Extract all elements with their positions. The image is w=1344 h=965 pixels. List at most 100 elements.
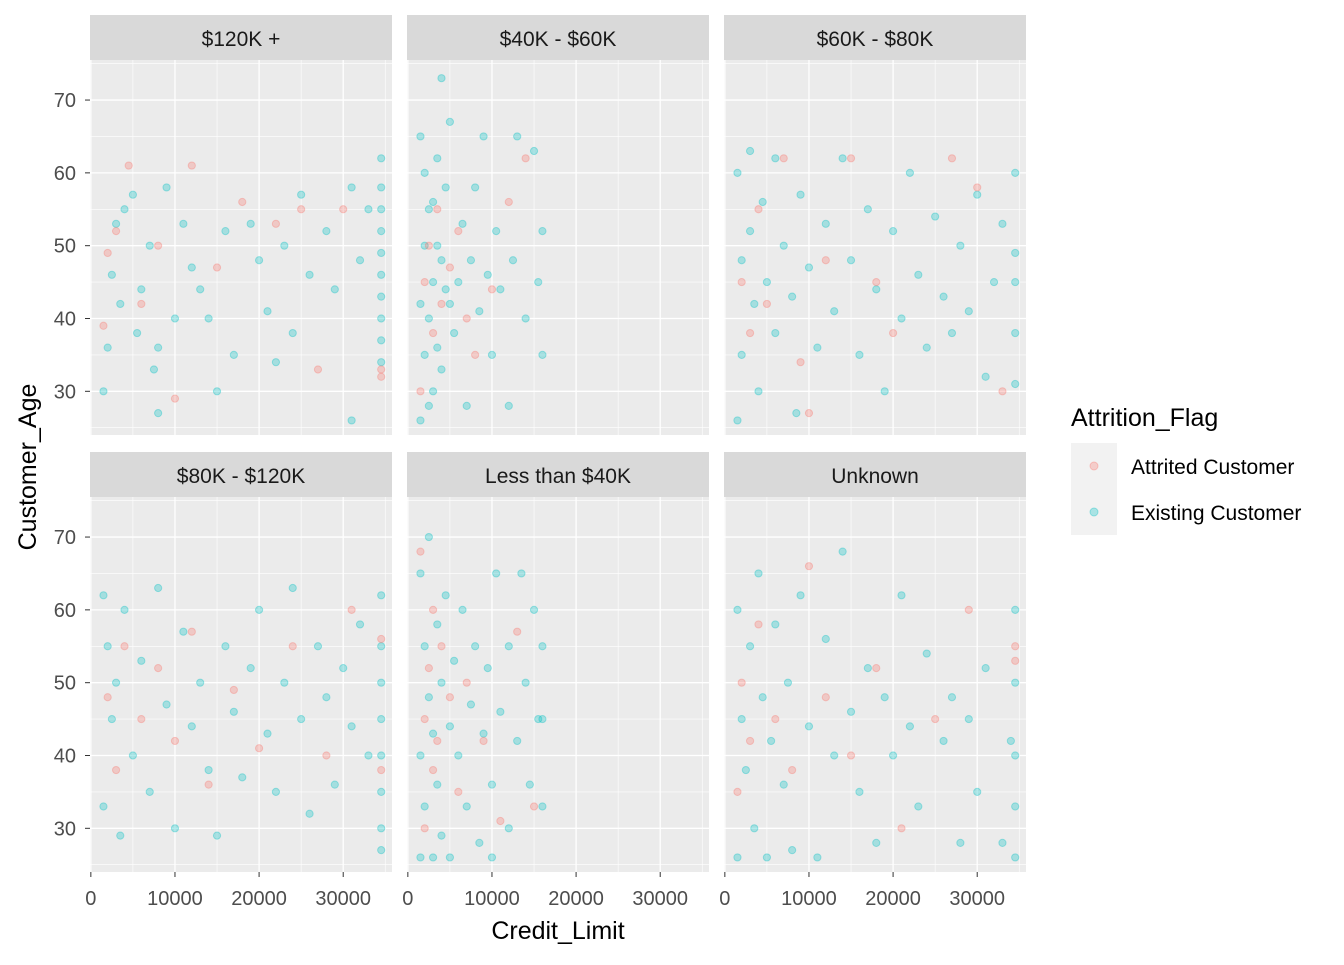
point-existing bbox=[466, 700, 476, 709]
point-existing bbox=[504, 642, 513, 651]
point-attrited bbox=[170, 394, 180, 403]
point-existing bbox=[246, 664, 255, 673]
point-existing bbox=[437, 831, 446, 840]
y-axis-label: Customer_Age bbox=[14, 384, 42, 551]
point-existing bbox=[998, 838, 1007, 847]
point-existing bbox=[855, 350, 864, 360]
point-attrited bbox=[428, 328, 438, 338]
point-existing bbox=[897, 314, 906, 323]
point-existing bbox=[364, 751, 373, 760]
point-existing bbox=[416, 132, 425, 141]
point-existing bbox=[888, 227, 898, 236]
point-existing bbox=[529, 146, 539, 156]
point-existing bbox=[471, 642, 480, 651]
point-existing bbox=[471, 183, 480, 192]
point-existing bbox=[145, 787, 154, 797]
point-existing bbox=[821, 219, 830, 228]
point-existing bbox=[377, 205, 386, 214]
point-existing bbox=[475, 307, 484, 316]
point-existing bbox=[170, 824, 180, 833]
point-attrited bbox=[433, 205, 442, 214]
point-existing bbox=[154, 409, 163, 418]
point-existing bbox=[855, 787, 864, 797]
point-attrited bbox=[462, 314, 471, 323]
point-existing bbox=[737, 256, 746, 265]
point-existing bbox=[99, 591, 108, 600]
point-existing bbox=[1011, 802, 1020, 811]
point-existing bbox=[212, 387, 222, 396]
point-attrited bbox=[288, 642, 297, 651]
point-existing bbox=[454, 751, 463, 760]
legend-label-attrited: Attrited Customer bbox=[1131, 456, 1294, 479]
facet-panel: $80K - $120K 30 40 50 60 70 0 10000 20000 30000 bbox=[54, 452, 392, 910]
point-existing bbox=[821, 634, 830, 644]
x-tick-label: 10000 bbox=[781, 888, 837, 910]
point-existing bbox=[758, 693, 767, 702]
point-attrited bbox=[420, 824, 429, 833]
point-existing bbox=[880, 693, 889, 702]
point-existing bbox=[788, 292, 797, 301]
point-existing bbox=[437, 365, 446, 374]
point-attrited bbox=[297, 205, 306, 214]
point-existing bbox=[280, 241, 289, 250]
point-existing bbox=[796, 591, 805, 600]
point-attrited bbox=[416, 547, 425, 556]
facet-strip-label: $40K - $60K bbox=[500, 28, 617, 51]
point-existing bbox=[347, 183, 356, 192]
point-existing bbox=[433, 241, 442, 250]
point-existing bbox=[525, 780, 534, 789]
point-attrited bbox=[428, 605, 438, 614]
point-existing bbox=[445, 722, 455, 731]
point-existing bbox=[424, 314, 433, 323]
point-existing bbox=[377, 358, 386, 367]
point-existing bbox=[377, 678, 386, 687]
y-tick-label: 40 bbox=[54, 308, 76, 330]
point-attrited bbox=[998, 387, 1007, 396]
point-existing bbox=[466, 256, 476, 265]
x-tick-label: 30000 bbox=[632, 888, 688, 910]
point-attrited bbox=[931, 714, 940, 724]
point-existing bbox=[288, 583, 297, 593]
point-attrited bbox=[187, 627, 196, 636]
legend-label-existing: Existing Customer bbox=[1131, 502, 1301, 525]
point-existing bbox=[271, 358, 281, 367]
point-attrited bbox=[888, 328, 898, 338]
point-existing bbox=[538, 642, 547, 651]
point-existing bbox=[441, 183, 450, 192]
point-existing bbox=[377, 751, 386, 760]
point-existing bbox=[521, 314, 530, 323]
point-existing bbox=[804, 722, 814, 731]
point-existing bbox=[428, 853, 438, 862]
point-existing bbox=[504, 401, 513, 410]
point-existing bbox=[377, 824, 386, 833]
facet-strip bbox=[724, 15, 1026, 60]
panel-background bbox=[90, 497, 392, 872]
point-existing bbox=[377, 292, 386, 301]
point-existing bbox=[377, 714, 386, 724]
point-existing bbox=[880, 387, 889, 396]
point-existing bbox=[145, 241, 154, 250]
point-attrited bbox=[424, 241, 433, 250]
point-attrited bbox=[737, 678, 746, 687]
point-existing bbox=[487, 853, 497, 862]
point-attrited bbox=[124, 161, 133, 170]
point-existing bbox=[462, 802, 471, 811]
point-existing bbox=[137, 656, 146, 665]
point-existing bbox=[487, 350, 497, 360]
point-existing bbox=[804, 263, 814, 272]
point-existing bbox=[998, 219, 1007, 228]
point-attrited bbox=[420, 714, 429, 724]
point-existing bbox=[771, 154, 780, 163]
point-attrited bbox=[103, 693, 112, 702]
point-existing bbox=[922, 649, 931, 658]
point-existing bbox=[133, 328, 142, 338]
point-existing bbox=[355, 256, 365, 265]
point-existing bbox=[170, 314, 180, 323]
point-existing bbox=[330, 285, 339, 294]
legend-key-attrited bbox=[1089, 461, 1099, 471]
point-existing bbox=[428, 197, 438, 207]
point-existing bbox=[204, 314, 213, 323]
point-existing bbox=[196, 678, 205, 687]
point-existing bbox=[538, 227, 547, 236]
